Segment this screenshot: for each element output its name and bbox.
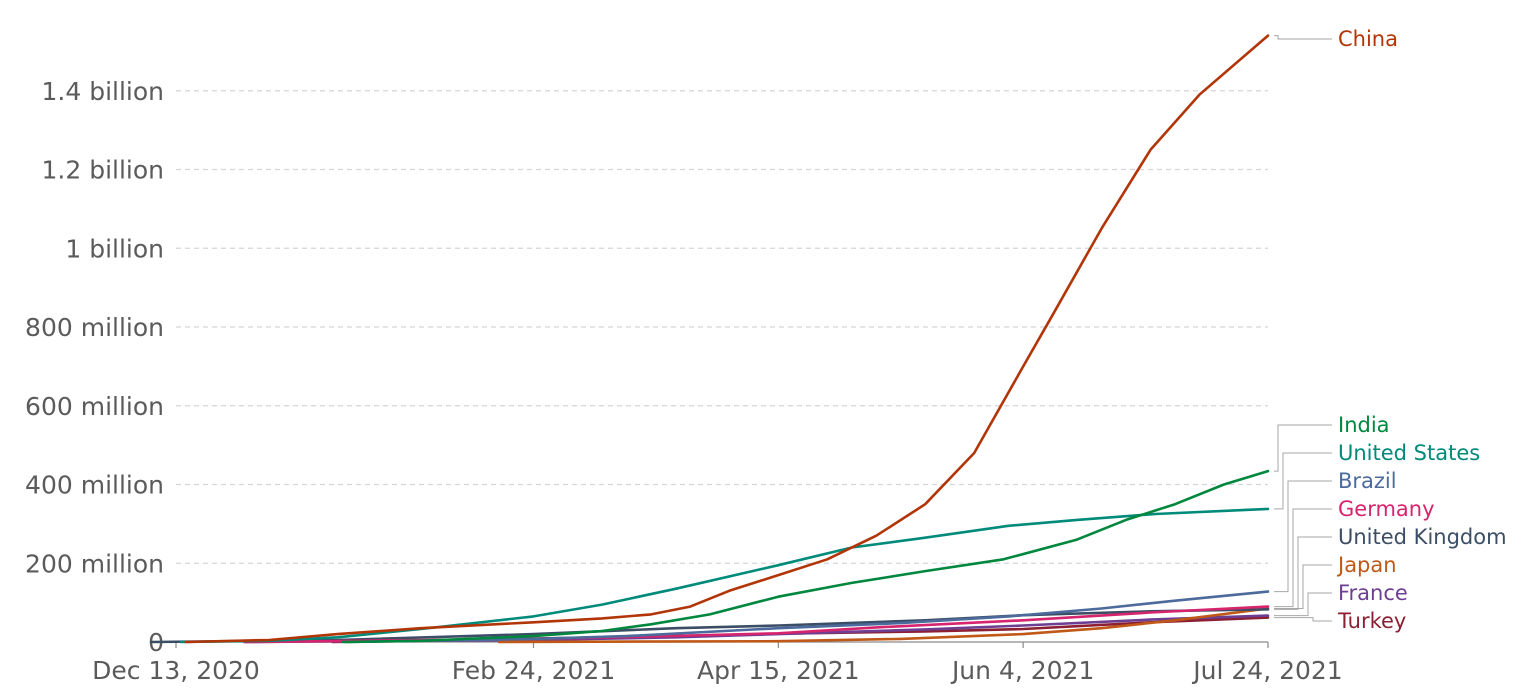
legend-label-germany: Germany: [1338, 497, 1435, 521]
legend-label-turkey: Turkey: [1337, 609, 1406, 633]
legend-leader-line: [1274, 424, 1332, 472]
legend-label-india: India: [1338, 413, 1390, 437]
y-tick-label: 800 million: [25, 313, 164, 342]
series-line-china: [184, 34, 1270, 644]
legend-leader-line: [1274, 592, 1332, 617]
legend-label-united-kingdom: United Kingdom: [1338, 525, 1507, 549]
series-line-japan: [497, 607, 1270, 644]
gridlines: [176, 90, 1268, 564]
x-tick-label: Apr 15, 2021: [697, 656, 860, 685]
series-line-brazil: [346, 590, 1270, 644]
legend-label-china: China: [1338, 27, 1398, 51]
y-tick-label: 1.4 billion: [42, 77, 165, 106]
y-tick-label: 1 billion: [65, 234, 164, 263]
legend-label-united-states: United States: [1338, 441, 1480, 465]
legend-leader-line: [1274, 536, 1332, 610]
series-line-united-states: [179, 507, 1270, 644]
legend-label-france: France: [1338, 581, 1408, 605]
legend-label-brazil: Brazil: [1338, 469, 1397, 493]
series-lines: [150, 34, 1270, 644]
legend-leader-line: [1274, 452, 1332, 510]
y-tick-label: 1.2 billion: [42, 156, 165, 185]
x-tick-label: Jul 24, 2021: [1191, 656, 1342, 685]
legend-leader-line: [1274, 508, 1332, 608]
x-tick-label: Dec 13, 2020: [92, 656, 260, 685]
y-tick-label: 400 million: [25, 471, 164, 500]
legend-leader-line: [1274, 564, 1332, 610]
legend-label-japan: Japan: [1336, 553, 1397, 577]
y-tick-label: 600 million: [25, 392, 164, 421]
legend-leader-line: [1274, 35, 1332, 40]
legend-leader-line: [1274, 480, 1332, 593]
x-tick-label: Jun 4, 2021: [950, 656, 1094, 685]
x-tick-label: Feb 24, 2021: [452, 656, 616, 685]
legend-leader-line: [1274, 617, 1332, 622]
series-line-united-kingdom: [150, 608, 1270, 644]
x-axis-ticks: Dec 13, 2020 Feb 24, 2021 Apr 15, 2021 Jun …: [92, 641, 1343, 685]
legend: China India United States Brazil Germany Unit…: [1274, 27, 1507, 633]
y-tick-label: 200 million: [25, 549, 164, 578]
series-line-india: [341, 469, 1270, 644]
